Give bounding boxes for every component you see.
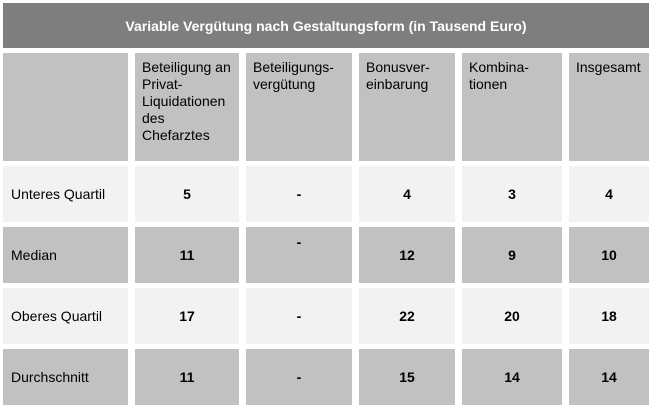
value-cell: 10 <box>569 227 649 283</box>
value-cell: 14 <box>462 349 562 405</box>
header-corner-cell <box>3 53 128 161</box>
value-cell: 4 <box>359 166 455 222</box>
column-header-beteiligungsverguetung: Beteiligungs-vergütung <box>246 53 352 161</box>
value-cell: 17 <box>135 288 239 344</box>
value-cell: 11 <box>135 227 239 283</box>
row-label-unteres-quartil: Unteres Quartil <box>3 166 128 222</box>
row-label-durchschnitt: Durchschnitt <box>3 349 128 405</box>
value-cell: 22 <box>359 288 455 344</box>
value-cell: 9 <box>462 227 562 283</box>
value-cell: 3 <box>462 166 562 222</box>
value-cell: 4 <box>569 166 649 222</box>
column-header-privatliquidationen: Beteiligung an Privat-Liquidationen des … <box>135 53 239 161</box>
table-title: Variable Vergütung nach Gestaltungsform … <box>3 3 649 48</box>
value-cell: - <box>246 288 352 344</box>
value-cell: 18 <box>569 288 649 344</box>
value-cell: 11 <box>135 349 239 405</box>
column-header-kombinationen: Kombina-tionen <box>462 53 562 161</box>
value-cell: 14 <box>569 349 649 405</box>
value-cell: - <box>246 349 352 405</box>
value-cell: 20 <box>462 288 562 344</box>
verguetung-table: Variable Vergütung nach Gestaltungsform … <box>3 3 653 405</box>
value-cell: 12 <box>359 227 455 283</box>
value-cell: - <box>246 166 352 222</box>
value-cell: 15 <box>359 349 455 405</box>
row-label-oberes-quartil: Oberes Quartil <box>3 288 128 344</box>
row-label-median: Median <box>3 227 128 283</box>
value-cell: - <box>246 227 352 283</box>
column-header-insgesamt: Insgesamt <box>569 53 649 161</box>
column-header-bonusvereinbarung: Bonusver-einbarung <box>359 53 455 161</box>
value-cell: 5 <box>135 166 239 222</box>
